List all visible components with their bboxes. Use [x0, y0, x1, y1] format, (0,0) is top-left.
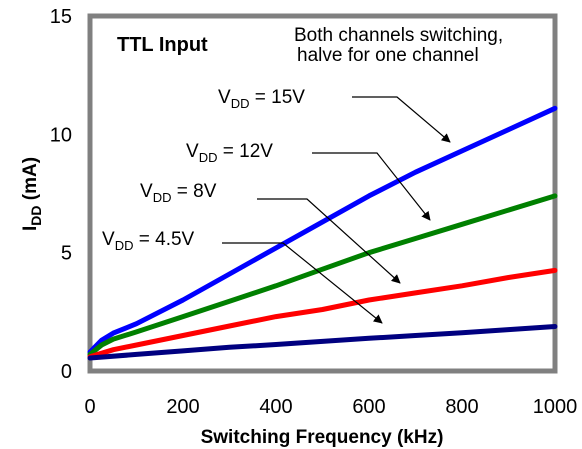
- leader-arrow-3: [222, 242, 383, 324]
- series-label-sub: DD: [115, 238, 134, 253]
- series-label-main: V: [102, 229, 115, 250]
- series-line-3: [87, 324, 558, 361]
- series-label-3: VDD = 4.5V: [102, 229, 195, 253]
- series-label-0: VDD = 15V: [218, 87, 305, 111]
- y-tick-label: 5: [61, 243, 72, 265]
- leader-arrow-1: [312, 152, 431, 221]
- series-line-0: [87, 105, 558, 355]
- series-label-sub: DD: [231, 96, 250, 111]
- series-line-2: [87, 267, 558, 360]
- series-label-2: VDD = 8V: [140, 181, 217, 205]
- y-axis-title-unit: (mA): [20, 157, 41, 206]
- note-line-1: Both channels switching,: [294, 25, 503, 46]
- y-axis-title: IDD (mA): [20, 157, 44, 231]
- y-tick-label: 10: [50, 124, 72, 146]
- series-label-value: = 4.5V: [133, 229, 194, 250]
- series-label-main: V: [218, 87, 231, 108]
- y-axis-title-main: I: [20, 226, 41, 231]
- series-label-value: = 8V: [171, 181, 216, 202]
- series-label-value: = 12V: [217, 141, 273, 162]
- x-tick-label: 400: [259, 396, 292, 418]
- series-label-sub: DD: [153, 190, 172, 205]
- y-axis-ticks: 0 5 10 15: [50, 6, 72, 383]
- leader-arrow-0: [352, 96, 451, 143]
- x-tick-label: 600: [352, 396, 385, 418]
- leader-arrows: [222, 96, 451, 324]
- series-label-value: = 15V: [249, 87, 305, 108]
- series-label-sub: DD: [199, 150, 218, 165]
- leader-arrow-2: [257, 198, 401, 284]
- series-label-main: V: [140, 181, 153, 202]
- y-tick-label: 0: [61, 361, 72, 383]
- series-line-1: [87, 193, 558, 357]
- x-tick-label: 1000: [533, 396, 578, 418]
- y-axis-title-sub: DD: [28, 206, 44, 226]
- note-line-2: halve for one channel: [297, 45, 479, 66]
- series-label-1: VDD = 12V: [186, 141, 273, 165]
- x-axis-title: Switching Frequency (kHz): [201, 427, 444, 448]
- series-label-main: V: [186, 141, 199, 162]
- x-tick-label: 800: [445, 396, 478, 418]
- series-group: [87, 105, 558, 361]
- x-tick-label: 200: [166, 396, 199, 418]
- x-tick-label: 0: [84, 396, 95, 418]
- x-axis-ticks: 0 200 400 600 800 1000: [84, 396, 577, 418]
- y-tick-label: 15: [50, 6, 72, 28]
- chart-title: TTL Input: [117, 34, 208, 56]
